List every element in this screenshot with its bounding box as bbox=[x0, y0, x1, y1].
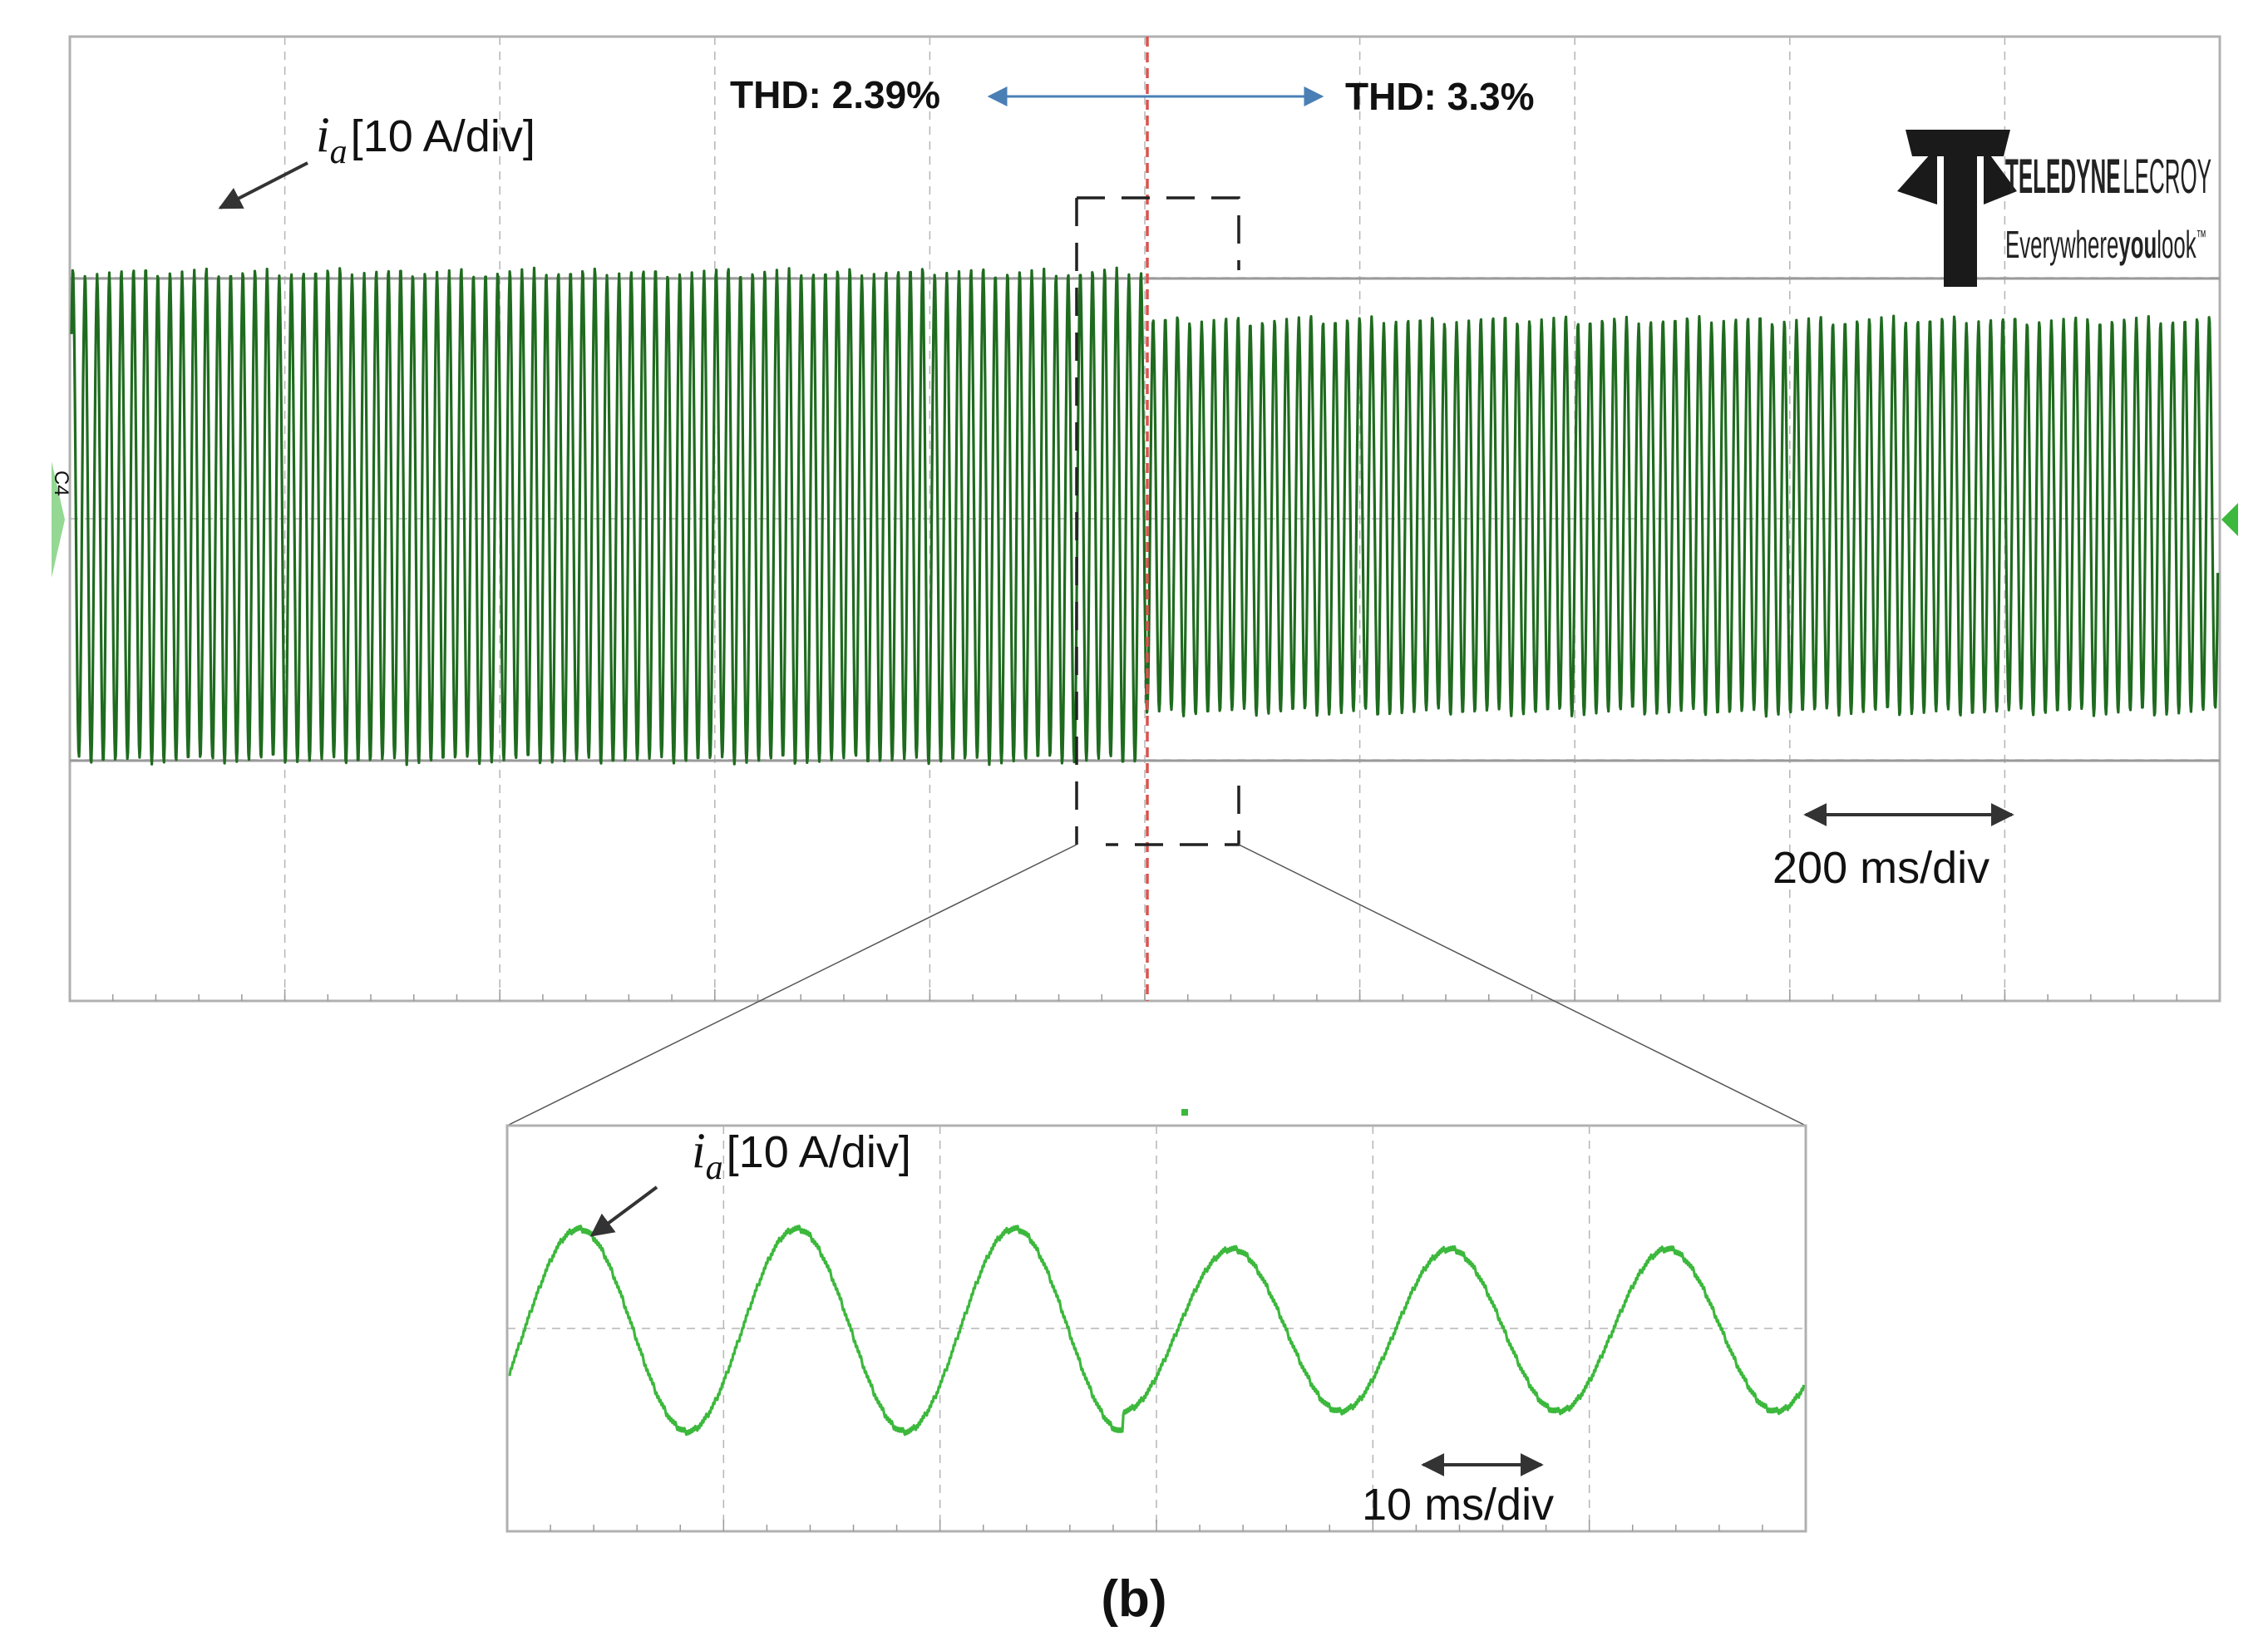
zoom-trigger-dot bbox=[1181, 1109, 1188, 1116]
zoom-grid bbox=[507, 1126, 1806, 1531]
zoom-signal-scale: [10 A/div] bbox=[727, 1127, 911, 1177]
overview-timescale-label: 200 ms/div bbox=[1772, 843, 1989, 893]
overview-current-trace bbox=[70, 266, 2220, 766]
zoom-signal-subscript: a bbox=[706, 1149, 723, 1187]
overview-signal-label: ia[10 A/div] bbox=[316, 107, 535, 171]
ground-marker-right bbox=[2221, 503, 2238, 536]
logo-brand-sub: LECROY bbox=[2123, 150, 2211, 204]
zoom-signal-symbol: i bbox=[692, 1123, 706, 1178]
zoom-projection-line-left bbox=[506, 844, 1077, 1126]
zoom-projection-line-right bbox=[1238, 844, 1807, 1126]
overview-signal-scale: [10 A/div] bbox=[351, 111, 535, 161]
figure-caption: (b) bbox=[1101, 1570, 1166, 1628]
overview-signal-pointer bbox=[218, 161, 308, 209]
logo-tagline-c: look bbox=[2157, 223, 2197, 266]
zoom-panel: ia[10 A/div] 10 ms/div bbox=[505, 1109, 1807, 1533]
zoom-signal-pointer bbox=[589, 1185, 658, 1237]
zoom-time-ticks bbox=[550, 1520, 1763, 1531]
thd-before-label: THD: 2.39% bbox=[730, 73, 940, 116]
overview-panel: C4 THD: 2.39% THD: 3.3% ia[10 A/div] 200… bbox=[50, 35, 2238, 1003]
logo-tagline-b: you bbox=[2118, 223, 2157, 266]
logo-tagline: Everywhereyoulook™ bbox=[2005, 223, 2206, 266]
overview-signal-subscript: a bbox=[330, 133, 348, 171]
logo-tagline-a: Everywhere bbox=[2005, 223, 2118, 266]
teledyne-logo-mark bbox=[1906, 130, 2010, 287]
ground-marker-left bbox=[52, 461, 65, 578]
overview-signal-symbol: i bbox=[316, 107, 330, 162]
logo-brand-main: TELEDYNE bbox=[2005, 150, 2121, 204]
overview-time-ticks bbox=[111, 989, 2178, 1001]
thd-after-label: THD: 3.3% bbox=[1345, 75, 1534, 118]
channel-marker-label: C4 bbox=[50, 471, 72, 496]
zoom-timescale-label: 10 ms/div bbox=[1362, 1480, 1554, 1530]
zoom-signal-label: ia[10 A/div] bbox=[692, 1123, 911, 1187]
teledyne-logo-mark-wing-right bbox=[1984, 146, 2017, 205]
logo-brand-text: TELEDYNELECROY bbox=[2005, 150, 2211, 204]
zoom-current-trace bbox=[508, 1225, 1806, 1437]
logo-tagline-tm: ™ bbox=[2197, 226, 2206, 247]
teledyne-logo-mark-wing-left bbox=[1897, 146, 1937, 205]
teledyne-lecroy-logo: TELEDYNELECROY Everywhereyoulook™ bbox=[1897, 130, 2211, 287]
